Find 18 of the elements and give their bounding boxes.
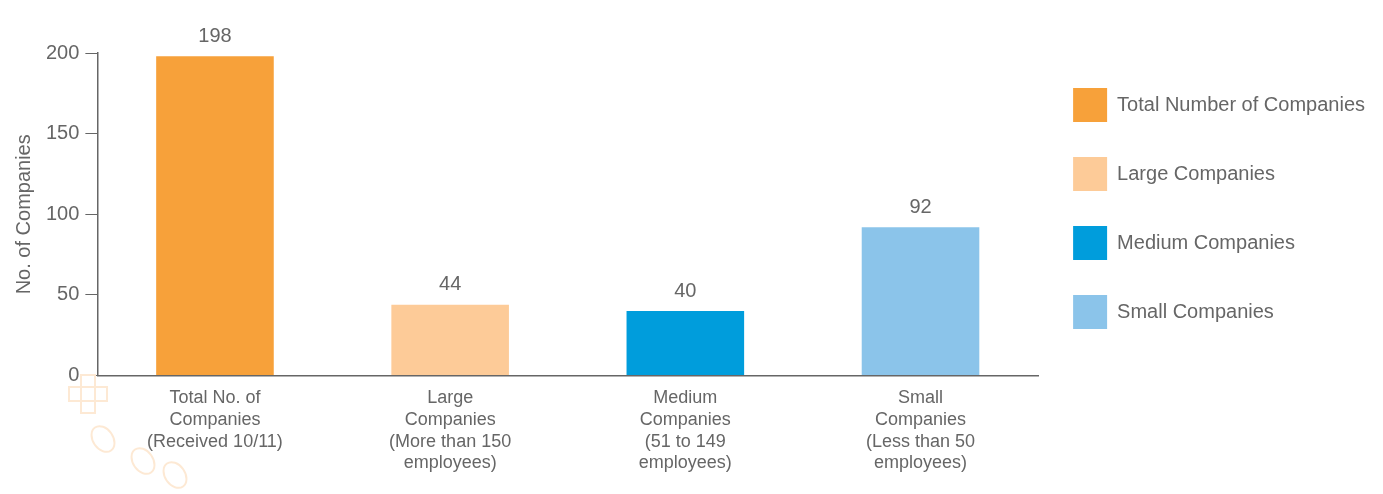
y-axis-title: No. of Companies	[11, 134, 34, 295]
y-tick-label: 0	[68, 363, 80, 386]
y-tick-label: 100	[45, 201, 80, 224]
y-tick-label: 50	[57, 282, 80, 305]
x-tick-label: Medium Companies (51 to 149 employees)	[638, 387, 732, 473]
y-tick-label: 150	[45, 121, 80, 144]
legend-label: Medium Companies	[1117, 230, 1295, 253]
x-tick-label: Large Companies (More than 150 employees)	[389, 387, 512, 473]
data-label: 44	[439, 272, 462, 295]
legend-label: Small Companies	[1117, 299, 1274, 322]
data-label: 92	[909, 194, 932, 217]
x-tick-label: Total No. of Companies (Received 10/11)	[147, 387, 283, 451]
data-label: 198	[198, 23, 232, 46]
data-label: 40	[674, 278, 697, 301]
x-tick-label: Small Companies (Less than 50 employees)	[865, 387, 976, 473]
legend-label: Large Companies	[1117, 161, 1275, 184]
y-tick-label: 200	[45, 40, 80, 63]
legend-label: Total Number of Companies	[1117, 92, 1365, 115]
